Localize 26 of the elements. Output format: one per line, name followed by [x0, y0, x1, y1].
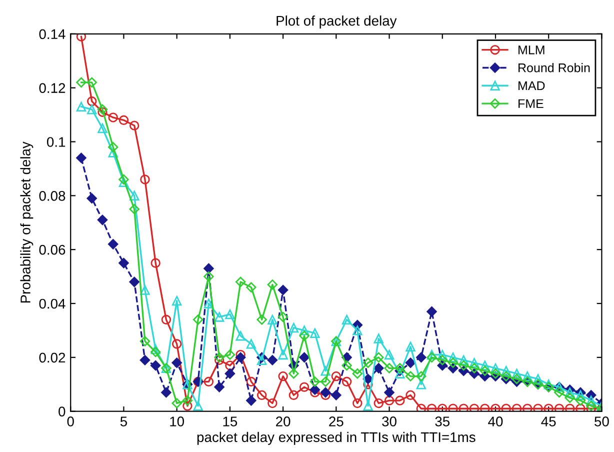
x-tick-label: 5: [120, 416, 127, 426]
y-tick-label: 0.06: [39, 244, 66, 255]
x-tick-label: 10: [170, 416, 184, 426]
y-tick-label: 0.14: [39, 29, 66, 40]
x-tick-label: 45: [541, 416, 556, 426]
y-tick-label: 0.08: [39, 190, 66, 201]
y-tick-label: 0.04: [39, 298, 66, 309]
x-tick-label: 40: [488, 416, 503, 426]
legend-label: FME: [518, 99, 544, 108]
x-tick-label: 25: [329, 416, 344, 426]
y-tick-label: 0.12: [39, 83, 66, 93]
legend-label: MLM: [518, 46, 544, 54]
y-tick-label: 0.1: [46, 137, 66, 147]
x-tick-label: 35: [435, 416, 450, 426]
x-tick-label: 15: [223, 416, 238, 426]
x-axis-title: packet delay expressed in TTIs with TTI=1ms: [197, 432, 476, 445]
x-tick-label: 20: [276, 416, 290, 426]
y-tick-label: 0: [58, 406, 66, 416]
y-axis-title: Probability of packet delay: [20, 142, 34, 303]
x-tick-label: 30: [382, 416, 396, 426]
y-tick-label: 0.02: [39, 352, 66, 363]
x-tick-label: 50: [594, 416, 609, 426]
legend-label: MAD: [518, 81, 545, 90]
x-tick-label: 0: [67, 416, 74, 426]
legend-label: Round Robin: [518, 63, 590, 72]
chart-title: Plot of packet delay: [276, 16, 397, 28]
